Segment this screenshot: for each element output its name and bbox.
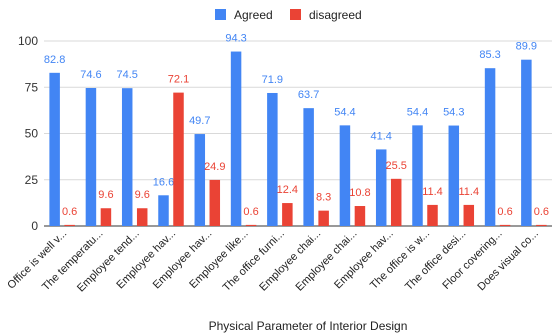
bar-agreed-3 — [158, 195, 169, 226]
data-label-disagreed-6: 12.4 — [277, 184, 298, 196]
bar-disagreed-11 — [463, 204, 475, 226]
bar-agreed-5 — [230, 51, 242, 226]
bar-disagreed-6 — [282, 203, 293, 226]
bar-disagreed-0 — [64, 224, 75, 226]
bar-disagreed-12 — [499, 224, 511, 226]
bar-agreed-0 — [49, 72, 60, 226]
data-label-disagreed-3: 72.1 — [168, 74, 189, 86]
data-label-disagreed-12: 0.6 — [497, 206, 512, 218]
x-tick-label-2: Employee tend... — [75, 228, 142, 295]
x-tick-label-7: Employee chai... — [257, 228, 323, 294]
bar-agreed-12 — [484, 68, 496, 226]
bar-disagreed-9 — [390, 178, 402, 226]
data-label-agreed-10: 54.4 — [407, 106, 428, 118]
bar-disagreed-5 — [245, 224, 257, 226]
bar-disagreed-10 — [427, 204, 438, 226]
bar-disagreed-3 — [173, 92, 184, 227]
data-label-agreed-6: 71.9 — [262, 74, 283, 86]
bar-disagreed-1 — [100, 208, 112, 226]
data-label-disagreed-10: 11.4 — [422, 186, 443, 198]
bar-disagreed-4 — [209, 179, 221, 226]
legend-swatch-agreed — [215, 9, 226, 20]
bar-agreed-7 — [303, 108, 314, 226]
data-label-agreed-3: 16.6 — [153, 176, 174, 188]
data-label-disagreed-4: 24.9 — [204, 161, 225, 173]
y-tick-label-75: 75 — [25, 80, 39, 94]
legend-label-disagreed: disagreed — [309, 8, 362, 22]
x-axis-title: Physical Parameter of Interior Design — [209, 319, 408, 333]
data-label-disagreed-13: 0.6 — [534, 206, 549, 218]
data-label-agreed-1: 74.6 — [80, 69, 101, 81]
legend-label-agreed: Agreed — [234, 8, 273, 22]
data-label-agreed-12: 85.3 — [479, 49, 500, 61]
y-tick-label-50: 50 — [25, 127, 39, 141]
data-label-disagreed-5: 0.6 — [243, 206, 258, 218]
bar-agreed-13 — [521, 59, 532, 227]
bar-agreed-4 — [194, 134, 206, 226]
bar-disagreed-13 — [536, 224, 547, 226]
y-tick-label-25: 25 — [25, 173, 39, 187]
data-label-agreed-7: 63.7 — [298, 89, 319, 101]
y-tick-label-0: 0 — [31, 219, 38, 233]
data-label-disagreed-1: 9.6 — [98, 189, 113, 201]
bar-agreed-2 — [121, 88, 133, 226]
x-tick-label-8: Employee chai... — [294, 228, 360, 294]
data-label-disagreed-8: 10.8 — [349, 187, 370, 199]
bar-disagreed-7 — [318, 210, 329, 226]
data-label-agreed-9: 41.4 — [371, 130, 392, 142]
data-label-agreed-4: 49.7 — [189, 115, 210, 127]
data-label-disagreed-2: 9.6 — [135, 189, 150, 201]
bar-agreed-11 — [448, 125, 460, 226]
bar-agreed-1 — [85, 87, 97, 227]
data-label-disagreed-11: 11.4 — [458, 186, 479, 198]
bar-agreed-6 — [267, 92, 278, 226]
data-label-disagreed-7: 8.3 — [316, 192, 331, 204]
data-label-agreed-2: 74.5 — [117, 69, 138, 81]
bar-agreed-8 — [339, 125, 351, 226]
data-label-agreed-5: 94.3 — [225, 33, 246, 45]
y-tick-label-100: 100 — [18, 34, 38, 48]
data-label-agreed-8: 54.4 — [334, 106, 355, 118]
data-label-disagreed-9: 25.5 — [386, 160, 407, 172]
data-label-disagreed-0: 0.6 — [62, 206, 77, 218]
data-label-agreed-11: 54.3 — [443, 107, 464, 119]
bar-disagreed-2 — [136, 208, 148, 226]
legend-swatch-disagreed — [290, 9, 301, 20]
bar-agreed-9 — [375, 149, 387, 226]
bar-disagreed-8 — [354, 206, 366, 226]
x-tick-label-0: Office is well v... — [5, 228, 69, 292]
x-tick-label-6: The office furni... — [221, 228, 287, 294]
bar-agreed-10 — [412, 125, 423, 226]
data-label-agreed-0: 82.8 — [44, 54, 65, 66]
data-label-agreed-13: 89.9 — [516, 41, 537, 53]
